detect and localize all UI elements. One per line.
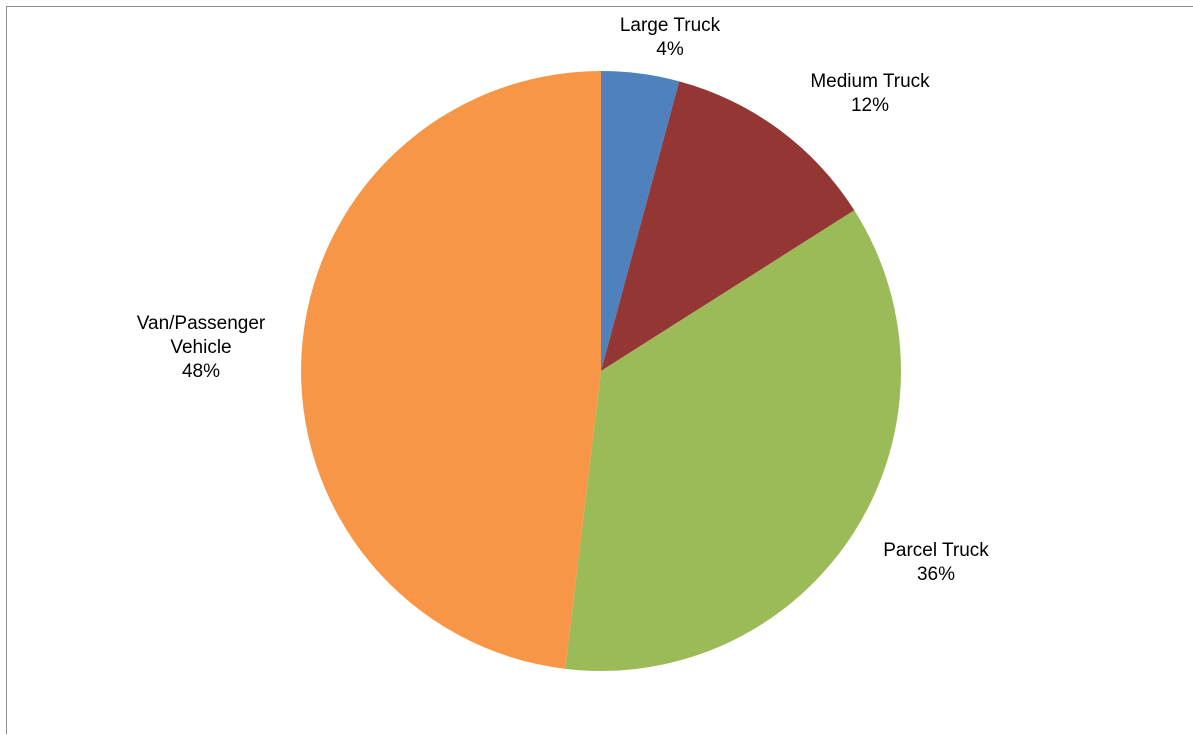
slice-labels: Large Truck 4% Medium Truck 12% Parcel Truck…	[137, 15, 990, 585]
data-label-large-truck: Large Truck 4%	[620, 15, 721, 60]
data-label-parcel-truck: Parcel Truck 36%	[883, 540, 989, 585]
data-label-category: Van/Passenger	[137, 313, 266, 334]
data-label-medium-truck: Medium Truck 12%	[810, 71, 930, 116]
data-label-percent: 4%	[656, 39, 684, 60]
slice-medium-truck	[601, 81, 855, 371]
data-label-percent: 36%	[917, 564, 955, 585]
data-label-van-passenger-vehicle: Van/Passenger Vehicle 48%	[137, 313, 266, 382]
data-label-percent: 12%	[851, 95, 889, 116]
pie-slices	[301, 71, 901, 671]
data-label-category: Parcel Truck	[883, 540, 989, 561]
chart-area: Large Truck 4% Medium Truck 12% Parcel Truck…	[6, 6, 1193, 734]
slice-van-passenger-vehicle	[301, 71, 601, 669]
slice-large-truck	[601, 71, 680, 371]
data-label-category: Medium Truck	[810, 71, 930, 92]
data-label-category: Vehicle	[170, 337, 231, 358]
data-label-percent: 48%	[182, 361, 220, 382]
data-label-category: Large Truck	[620, 15, 721, 36]
slice-parcel-truck	[565, 210, 901, 671]
pie-chart: Large Truck 4% Medium Truck 12% Parcel Truck…	[137, 15, 990, 671]
